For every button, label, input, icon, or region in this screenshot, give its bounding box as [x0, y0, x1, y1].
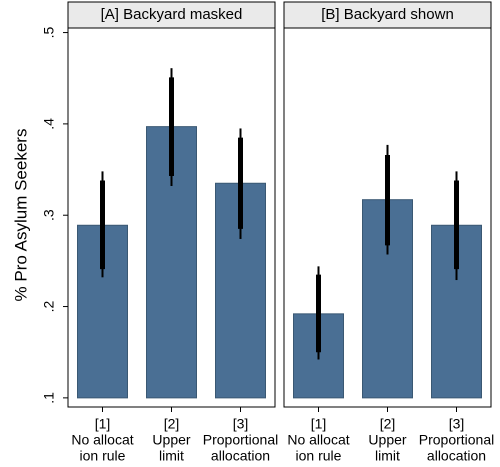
x-tick-label: Upper: [152, 432, 190, 448]
x-tick-label: Upper: [368, 432, 406, 448]
x-tick-label: [3]: [449, 416, 465, 432]
x-tick-label: [2]: [164, 416, 180, 432]
x-tick-label: limit: [159, 448, 184, 464]
x-tick-label: Proportional: [419, 432, 495, 448]
x-tick-label: No allocat: [287, 432, 349, 448]
x-tick-label: No allocat: [71, 432, 133, 448]
y-tick-label: .1: [41, 392, 57, 404]
x-tick-label: allocation: [427, 448, 486, 464]
panel-header: [283, 1, 492, 29]
panel-title: [B] Backyard shown: [321, 6, 454, 23]
panel-header: [67, 1, 276, 29]
y-tick-label: .4: [41, 118, 57, 130]
y-axis-label: % Pro Asylum Seekers: [11, 129, 30, 302]
x-tick-label: [1]: [311, 416, 327, 432]
x-tick-label: ion rule: [80, 448, 126, 464]
y-tick-label: .5: [41, 27, 57, 39]
y-tick-label: .3: [41, 209, 57, 221]
y-tick-label: .2: [41, 300, 57, 312]
panel-title: [A] Backyard masked: [101, 6, 243, 23]
x-tick-label: [3]: [233, 416, 249, 432]
x-tick-label: limit: [375, 448, 400, 464]
x-tick-label: Proportional: [203, 432, 279, 448]
x-tick-label: [1]: [95, 416, 111, 432]
x-tick-label: ion rule: [296, 448, 342, 464]
x-tick-label: [2]: [380, 416, 396, 432]
x-tick-label: allocation: [211, 448, 270, 464]
